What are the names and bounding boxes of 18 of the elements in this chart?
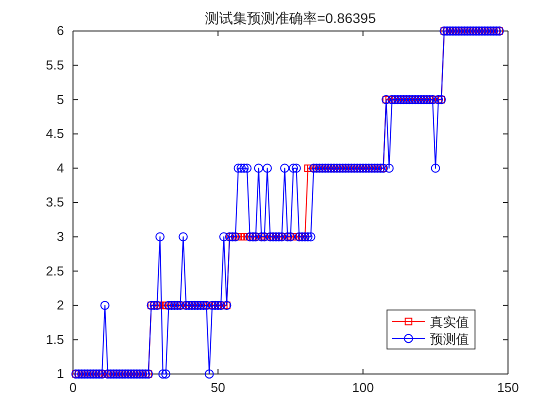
x-tick-label: 150 [497,380,519,396]
y-tick-label: 2.5 [46,263,64,278]
x-tick-label: 0 [69,380,77,396]
y-tick-label: 5 [56,92,64,107]
x-tick-label: 50 [210,380,226,396]
y-tick-label: 6 [56,23,64,38]
y-tick-label: 4.5 [46,126,64,142]
chart-title: 测试集预测准确率=0.86395 [205,10,376,26]
y-tick-label: 4 [56,160,64,176]
y-tick-label: 3.5 [46,194,64,210]
legend-label: 真实值 [430,314,469,330]
y-tick-label: 1.5 [46,332,64,347]
legend-label: 预测值 [430,332,469,346]
y-tick-label: 5.5 [46,57,64,72]
y-tick-label: 3 [56,228,64,244]
x-tick-label: 100 [352,380,374,396]
y-tick-label: 1 [56,366,64,382]
y-tick-label: 2 [56,298,64,313]
